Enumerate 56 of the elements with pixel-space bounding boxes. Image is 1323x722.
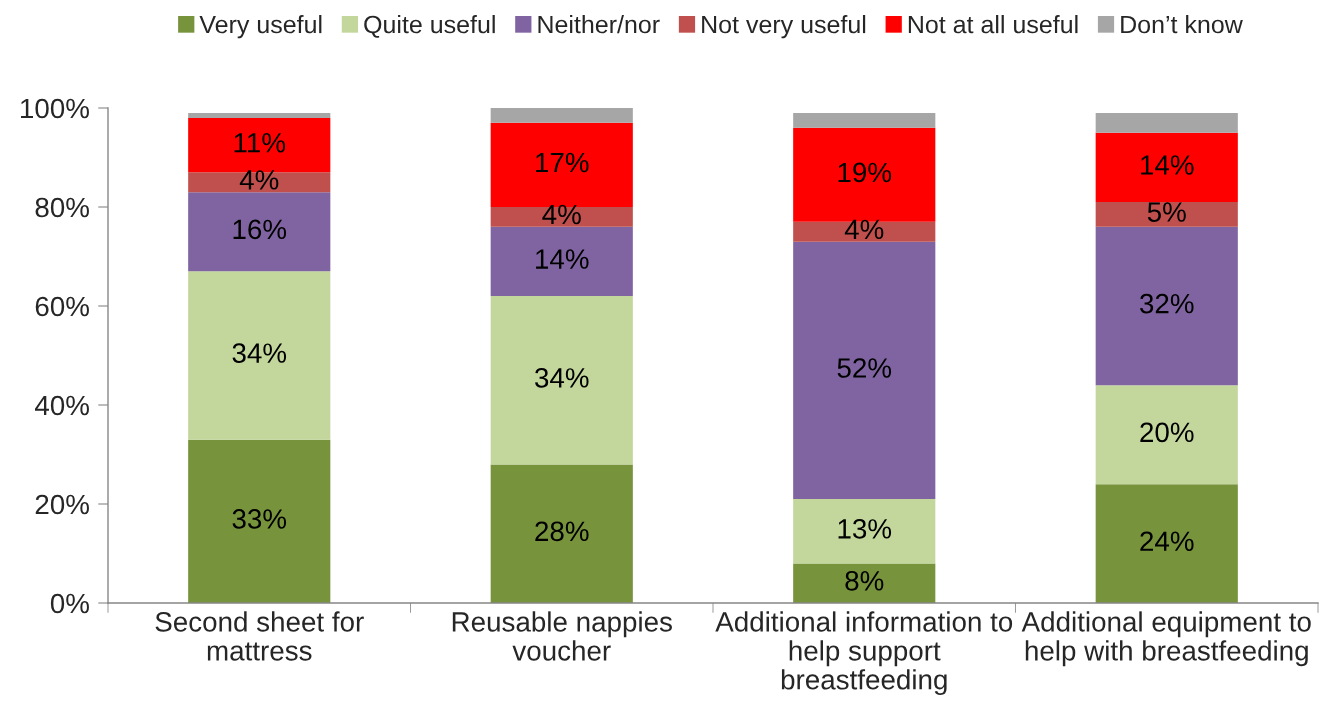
bar	[188, 271, 331, 440]
bar	[1095, 226, 1238, 386]
x-tick-label: Additional equipment to help with breastfeeding	[1021, 611, 1311, 667]
data-label: 32%	[1140, 293, 1194, 314]
data-label: 34%	[232, 343, 287, 363]
bar	[490, 226, 633, 297]
y-tick-label: 20%	[35, 494, 89, 515]
data-label: 8%	[845, 570, 884, 591]
data-label: 13%	[838, 519, 892, 539]
bar	[1095, 202, 1238, 227]
data-label: 24%	[1140, 531, 1194, 551]
y-tick-label: 80%	[35, 197, 89, 218]
bar	[188, 439, 331, 603]
bar	[793, 499, 936, 564]
bar	[1095, 484, 1238, 603]
data-label: 28%	[535, 521, 589, 542]
legend-label: Neither/nor	[538, 15, 660, 34]
data-label: 17%	[536, 152, 589, 173]
legend-label: Very useful	[199, 15, 322, 39]
data-label: 11%	[234, 133, 286, 153]
bar	[793, 563, 936, 603]
legend-label: Don’t know	[1121, 15, 1243, 34]
data-label: 20%	[1140, 422, 1194, 443]
y-tick-label: 0%	[50, 593, 89, 614]
data-label: 4%	[844, 219, 884, 240]
data-label: 16%	[233, 219, 287, 240]
data-label: 34%	[535, 368, 589, 388]
data-label: 52%	[837, 358, 892, 378]
legend-label: Not at all useful	[908, 15, 1078, 34]
data-label: 14%	[1141, 155, 1194, 175]
y-tick-label: 40%	[34, 395, 89, 416]
y-tick-label: 100%	[21, 98, 89, 119]
legend-label: Not very useful	[702, 15, 866, 39]
data-label: 5%	[1147, 202, 1186, 222]
bar	[490, 296, 633, 465]
data-label: 33%	[232, 509, 287, 529]
x-tick-label: Reusable nappies voucher	[452, 611, 672, 661]
legend-label: Quite useful	[364, 15, 495, 38]
bar	[188, 112, 331, 118]
data-label: 14%	[536, 249, 589, 269]
data-label: 4%	[239, 170, 279, 190]
y-tick-label: 60%	[35, 296, 89, 317]
bar	[793, 241, 936, 500]
bar	[490, 108, 633, 123]
bar	[1095, 112, 1238, 133]
bar	[1095, 385, 1238, 485]
bar	[1095, 132, 1238, 203]
x-tick-label: Second sheet for mattress	[155, 611, 364, 661]
data-label: 19%	[838, 162, 892, 183]
data-label: 4%	[542, 204, 581, 225]
x-tick-label: Additional information to help support breastfeeding	[715, 611, 1013, 696]
bar	[793, 112, 936, 128]
bar	[188, 192, 331, 272]
bar	[793, 221, 936, 242]
bar	[490, 464, 633, 603]
bar	[188, 172, 331, 193]
